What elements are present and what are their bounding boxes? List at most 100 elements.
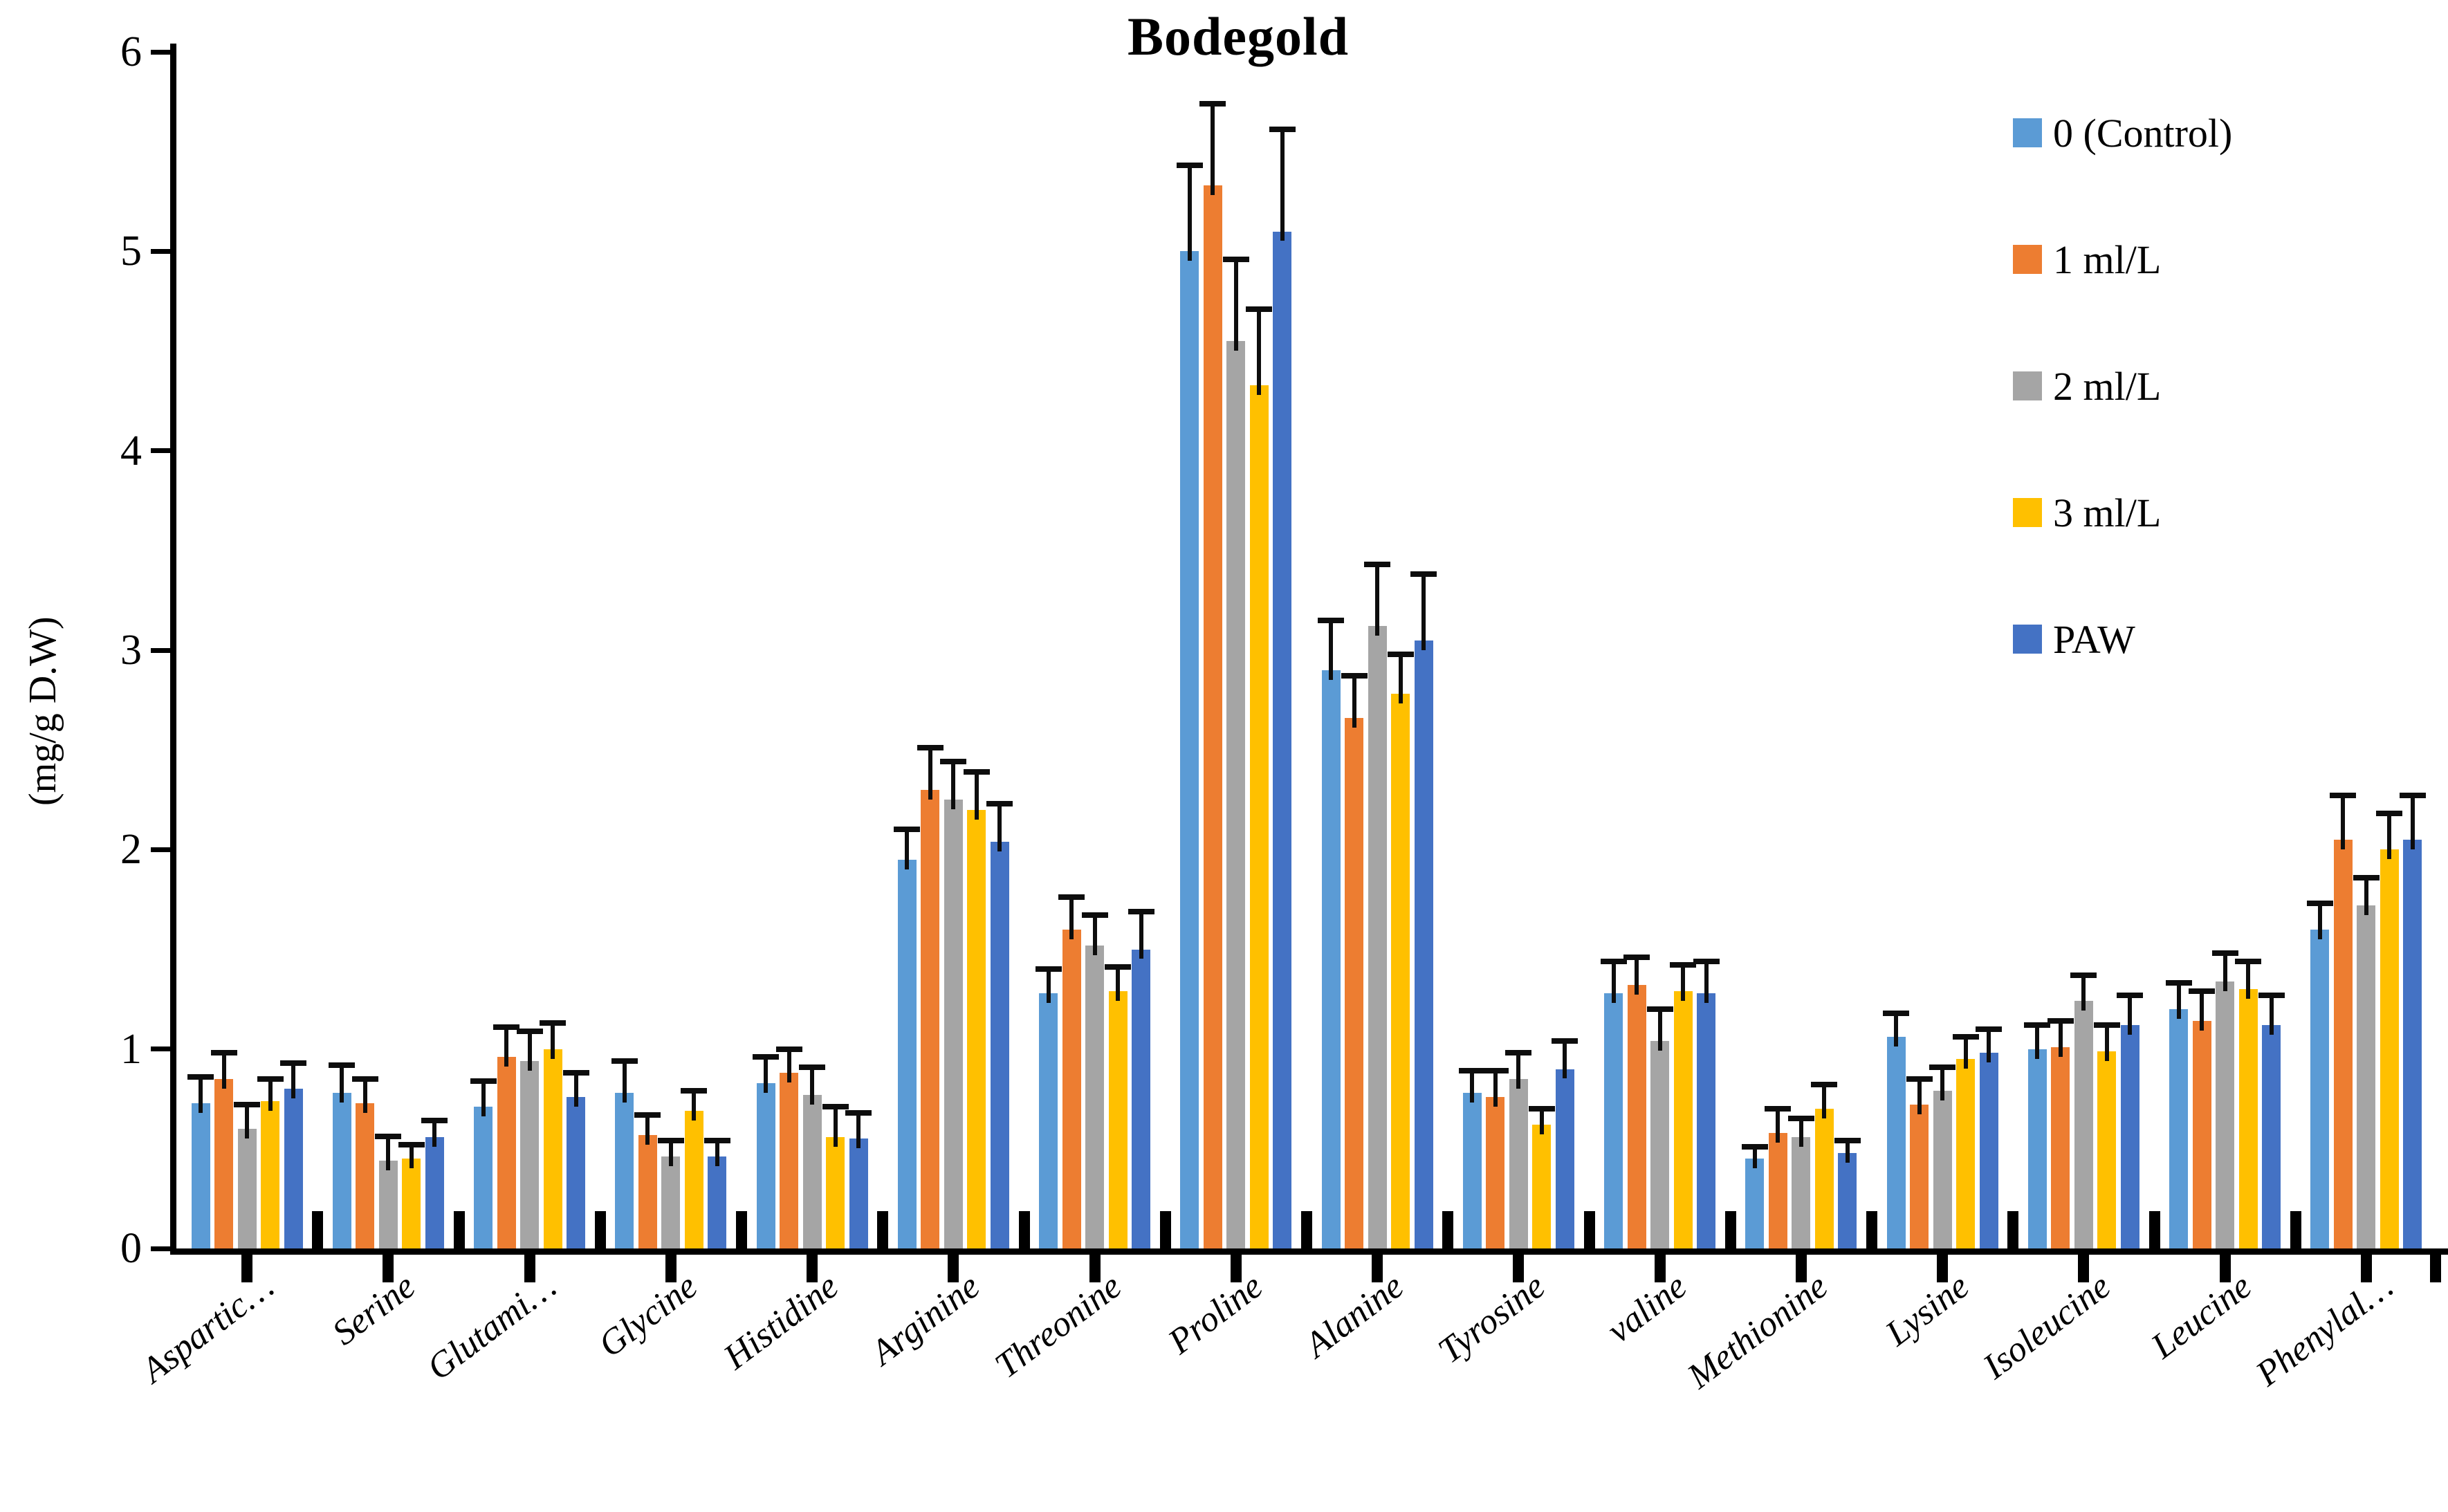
bar	[1910, 1105, 1929, 1248]
error-bar-stem	[2176, 985, 2181, 1019]
y-axis-tick	[151, 1047, 170, 1052]
legend-swatch-icon	[2013, 118, 2042, 147]
error-bar-cap	[1199, 100, 1226, 107]
bar	[1249, 385, 1269, 1248]
legend-item: 1 ml/L	[2013, 235, 2161, 284]
error-bar-stem	[2269, 997, 2274, 1035]
plot-area: 0 (Control) 1 ml/L 2 ml/L 3 ml/L PAW 0 1 2 3 4 5 6…	[120, 30, 2448, 1396]
bar	[1273, 231, 1292, 1248]
y-axis-tick	[151, 647, 170, 653]
error-bar-stem	[1917, 1080, 1922, 1115]
x-axis-tick-label: Arginine	[864, 1266, 988, 1373]
error-bar-cap	[2047, 1018, 2074, 1024]
bar	[1486, 1096, 1505, 1248]
error-bar-cap	[210, 1050, 237, 1056]
error-bar-cap	[1364, 561, 1391, 567]
bar	[756, 1082, 775, 1248]
error-bar-stem	[905, 831, 910, 869]
error-bar-cap	[894, 827, 921, 833]
error-bar-stem	[951, 764, 956, 810]
bar	[261, 1100, 280, 1248]
y-axis-tick	[151, 49, 170, 55]
bar	[2192, 1021, 2211, 1248]
error-bar-cap	[398, 1141, 425, 1147]
error-bar-cap	[1552, 1038, 1579, 1044]
bar	[191, 1103, 210, 1248]
x-axis-tick-label: Glycine	[591, 1266, 705, 1365]
bar	[2051, 1047, 2070, 1248]
error-bar-cap	[1410, 571, 1437, 578]
error-bar-stem	[645, 1116, 650, 1145]
x-axis-boundary-tick	[1159, 1211, 1171, 1248]
bar	[474, 1107, 493, 1248]
error-bar-stem	[2128, 997, 2133, 1035]
error-bar-stem	[1611, 963, 1616, 1003]
error-bar-stem	[362, 1080, 367, 1113]
error-bar-cap	[2235, 958, 2262, 964]
error-bar-cap	[1670, 962, 1697, 968]
bar	[1697, 993, 1716, 1248]
x-axis-tick-label: Leucine	[2144, 1266, 2259, 1367]
bar	[1085, 945, 1105, 1248]
error-bar-cap	[1387, 651, 1414, 657]
error-bar-cap	[1906, 1076, 1933, 1082]
x-axis-center-tick	[383, 1255, 394, 1282]
error-bar-stem	[1470, 1073, 1475, 1103]
x-axis-boundary-tick	[1301, 1211, 1312, 1248]
bar	[849, 1138, 868, 1248]
error-bar-stem	[2058, 1023, 2063, 1057]
error-bar-stem	[997, 805, 1002, 851]
error-bar-stem	[504, 1029, 509, 1067]
error-bar-stem	[764, 1059, 769, 1093]
x-axis-tick-label: Lysine	[1878, 1266, 1977, 1354]
bar	[1768, 1132, 1787, 1248]
x-axis-tick-label: Isoleucine	[1976, 1266, 2118, 1387]
error-bar-cap	[1811, 1082, 1838, 1088]
bar	[2097, 1051, 2117, 1248]
y-axis-line	[170, 44, 176, 1255]
x-axis-boundary-tick	[877, 1211, 889, 1248]
error-bar-stem	[2222, 955, 2227, 991]
y-axis-tick-label: 2	[120, 826, 142, 874]
x-axis-center-tick	[2219, 1255, 2231, 1282]
bar	[1555, 1069, 1574, 1248]
error-bar-cap	[1929, 1064, 1956, 1070]
y-axis-tick	[151, 448, 170, 454]
error-bar-cap	[2024, 1022, 2051, 1028]
bar	[684, 1111, 703, 1248]
error-bar-stem	[221, 1055, 226, 1089]
bar	[1886, 1037, 1906, 1248]
error-bar-stem	[1233, 261, 1238, 351]
error-bar-stem	[1352, 678, 1356, 728]
bar	[1532, 1125, 1552, 1248]
error-bar-cap	[2117, 992, 2144, 998]
bar	[1838, 1152, 1857, 1248]
error-bar-cap	[1952, 1034, 1979, 1040]
error-bar-stem	[551, 1025, 555, 1059]
error-bar-cap	[1528, 1106, 1555, 1112]
x-axis-center-tick	[1937, 1255, 1949, 1282]
error-bar-stem	[692, 1093, 697, 1121]
bar	[1203, 185, 1222, 1248]
x-axis-boundary-tick	[1724, 1211, 1736, 1248]
x-axis-center-tick	[1230, 1255, 1242, 1282]
y-axis-tick	[151, 1246, 170, 1251]
error-bar-stem	[1894, 1015, 1899, 1047]
error-bar-cap	[187, 1073, 214, 1080]
bar	[615, 1093, 634, 1248]
error-bar-stem	[2410, 798, 2415, 849]
error-bar-cap	[986, 800, 1013, 806]
legend-swatch-icon	[2013, 245, 2042, 274]
x-axis-tick-label: Serine	[324, 1266, 423, 1354]
error-bar-stem	[386, 1138, 391, 1171]
legend-swatch-icon	[2013, 498, 2042, 527]
bar	[2262, 1025, 2281, 1248]
error-bar-cap	[2211, 950, 2238, 957]
error-bar-stem	[1116, 969, 1121, 1002]
x-axis-center-tick	[807, 1255, 818, 1282]
bar	[1979, 1053, 1998, 1248]
bar	[944, 800, 963, 1248]
x-axis-center-tick	[241, 1255, 253, 1282]
error-bar-cap	[1246, 306, 1273, 312]
